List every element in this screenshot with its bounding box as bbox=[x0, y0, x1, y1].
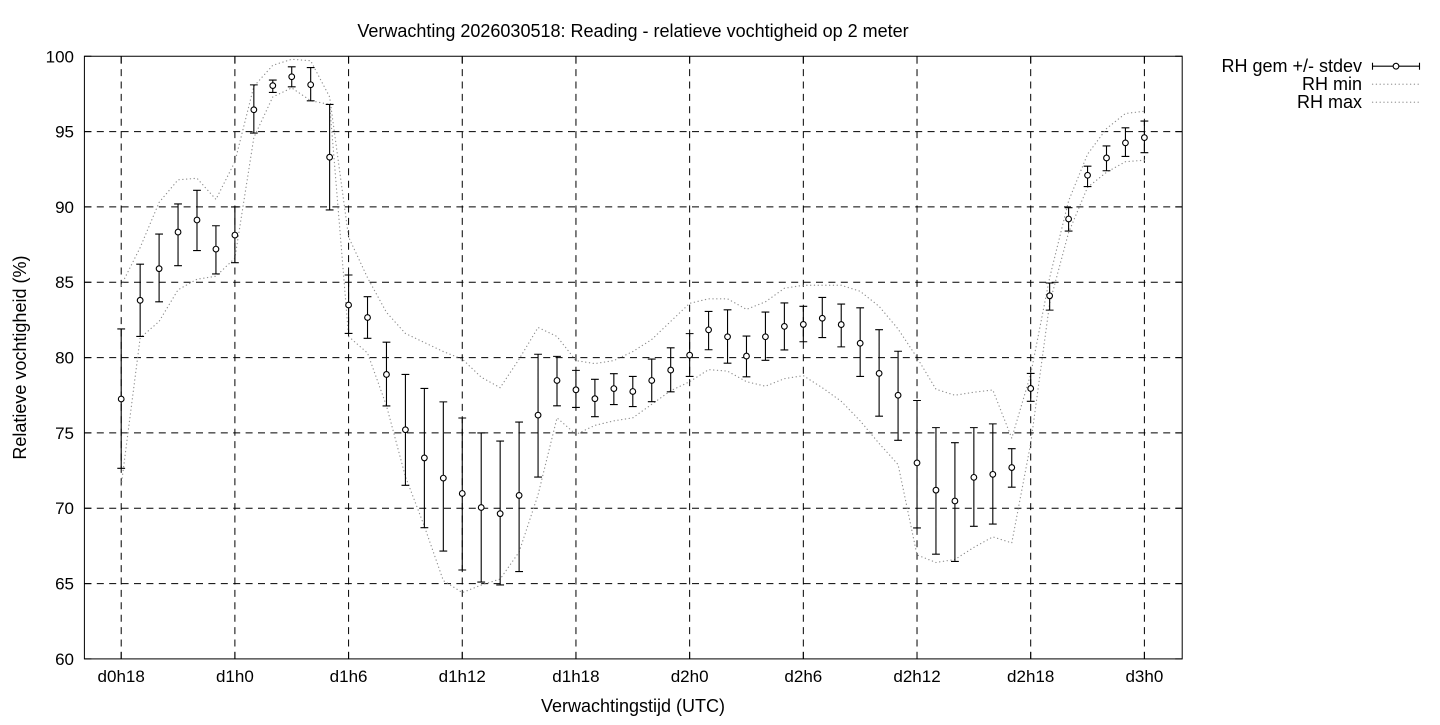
svg-text:d1h18: d1h18 bbox=[552, 667, 599, 686]
svg-text:85: 85 bbox=[55, 273, 74, 292]
svg-text:80: 80 bbox=[55, 349, 74, 368]
svg-text:d1h0: d1h0 bbox=[216, 667, 254, 686]
svg-text:d2h6: d2h6 bbox=[784, 667, 822, 686]
svg-text:100: 100 bbox=[46, 47, 74, 66]
svg-text:d2h12: d2h12 bbox=[893, 667, 940, 686]
svg-text:Relatieve vochtigheid (%): Relatieve vochtigheid (%) bbox=[10, 256, 30, 460]
svg-text:95: 95 bbox=[55, 123, 74, 142]
svg-text:d1h12: d1h12 bbox=[439, 667, 486, 686]
svg-text:d0h18: d0h18 bbox=[98, 667, 145, 686]
svg-text:Verwachting 2026030518: Readin: Verwachting 2026030518: Reading - relati… bbox=[357, 21, 908, 41]
svg-text:d1h6: d1h6 bbox=[330, 667, 368, 686]
svg-text:d3h0: d3h0 bbox=[1125, 667, 1163, 686]
svg-text:d2h18: d2h18 bbox=[1007, 667, 1054, 686]
svg-text:d2h0: d2h0 bbox=[671, 667, 709, 686]
svg-text:RH min: RH min bbox=[1302, 74, 1362, 94]
svg-text:90: 90 bbox=[55, 198, 74, 217]
svg-text:RH gem +/- stdev: RH gem +/- stdev bbox=[1221, 56, 1362, 76]
svg-text:RH max: RH max bbox=[1297, 92, 1362, 112]
svg-text:60: 60 bbox=[55, 650, 74, 669]
svg-text:70: 70 bbox=[55, 499, 74, 518]
svg-text:Verwachtingstijd (UTC): Verwachtingstijd (UTC) bbox=[541, 696, 725, 716]
svg-text:65: 65 bbox=[55, 575, 74, 594]
svg-text:75: 75 bbox=[55, 424, 74, 443]
